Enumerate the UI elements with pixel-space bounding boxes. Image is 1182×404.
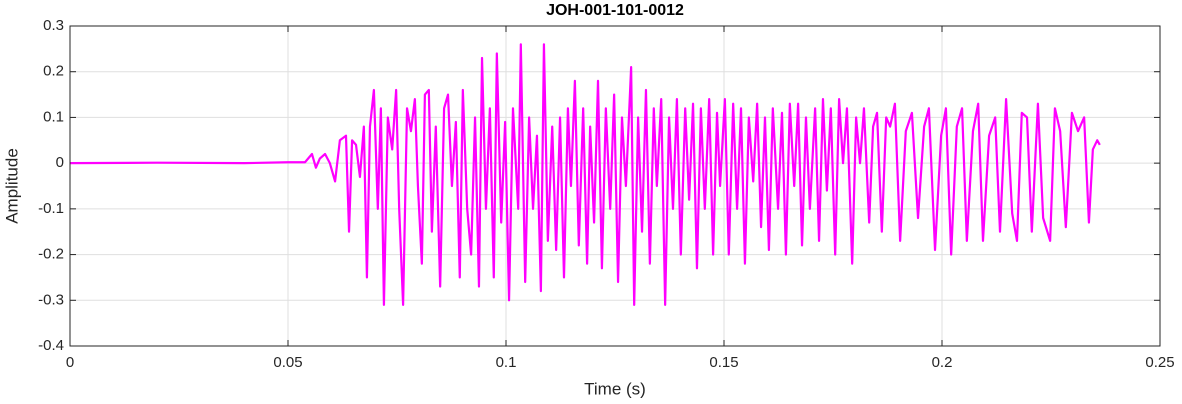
y-tick-label: 0.2	[43, 63, 64, 80]
y-tick-label: -0.4	[38, 337, 64, 354]
y-tick-label: -0.1	[38, 200, 64, 217]
y-tick-label: -0.2	[38, 246, 64, 263]
x-axis-label: Time (s)	[584, 379, 646, 398]
waveform-line	[69, 43, 1101, 306]
x-tick-label: 0.25	[1145, 354, 1174, 371]
y-axis-label: Amplitude	[2, 148, 21, 224]
y-tick-label: 0.1	[43, 108, 64, 125]
x-tick-label: 0.2	[932, 354, 953, 371]
x-tick-label: 0.05	[273, 354, 302, 371]
y-tick-label: 0.3	[43, 17, 64, 34]
y-tick-label: -0.3	[38, 291, 64, 308]
x-tick-label: 0.1	[496, 354, 517, 371]
axes-box	[69, 25, 1161, 347]
chart-title: JOH-001-101-0012	[546, 2, 684, 19]
x-tick-label: 0	[66, 354, 74, 371]
y-tick-label: 0	[56, 154, 64, 171]
x-tick-label: 0.15	[709, 354, 738, 371]
